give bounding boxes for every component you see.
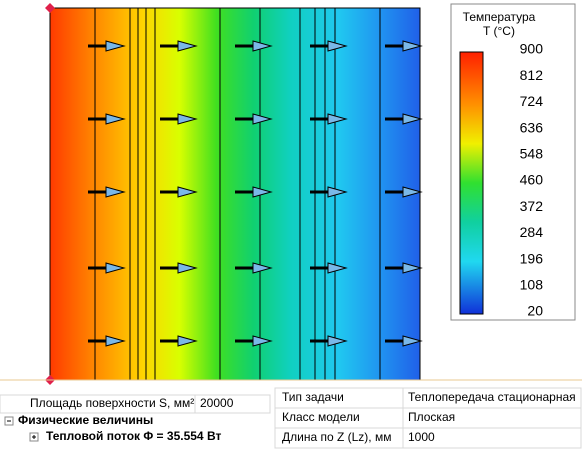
- legend-tick-label: 812: [520, 67, 544, 83]
- arrow-head: [327, 40, 348, 52]
- legend-tick-label: 724: [520, 93, 544, 109]
- legend-tick-label: 284: [520, 224, 544, 240]
- legend-subtitle: T (°C): [483, 24, 515, 38]
- arrow-head: [105, 335, 126, 347]
- arrow-head: [252, 113, 273, 125]
- legend-tick-label: 636: [520, 119, 544, 135]
- arrow-head: [177, 186, 198, 198]
- legend-tick-label: 548: [520, 146, 544, 162]
- arrow-head: [402, 113, 423, 125]
- arrow-head: [252, 186, 273, 198]
- arrow-head: [402, 40, 423, 52]
- vertex: [45, 3, 55, 13]
- arrow-head: [177, 40, 198, 52]
- legend-tick-label: 372: [520, 198, 544, 214]
- arrow-head: [402, 262, 423, 274]
- arrow-head: [327, 186, 348, 198]
- arrow-head: [252, 262, 273, 274]
- arrow-head: [105, 186, 126, 198]
- property-name: Тип задачи: [282, 390, 344, 404]
- property-value: Плоская: [408, 410, 455, 424]
- arrow-head: [327, 335, 348, 347]
- legend-tick-label: 20: [527, 303, 543, 319]
- arrow-head: [177, 113, 198, 125]
- arrow-head: [402, 335, 423, 347]
- legend-tick-label: 900: [520, 41, 544, 57]
- flux-arrows: [88, 40, 423, 347]
- arrow-head: [402, 186, 423, 198]
- color-bar: [459, 51, 484, 315]
- property-name: Площадь поверхности S, мм²: [30, 396, 194, 410]
- isolines: [94, 8, 381, 380]
- legend-tick-label: 460: [520, 172, 544, 188]
- arrow-head: [105, 113, 126, 125]
- property-name: Класс модели: [282, 410, 360, 424]
- arrow-head: [177, 335, 198, 347]
- legend: Температура T (°C) 900 812 724 636 548 460 372…: [450, 3, 576, 321]
- property-value: Теплопередача стационарная: [408, 390, 576, 404]
- legend-ticks: 900 812 724 636 548 460 372 284 196 108 20: [520, 41, 544, 319]
- right-table: Тип задачи Теплопередача стационарная Клас…: [274, 387, 582, 449]
- arrow-head: [252, 40, 273, 52]
- group-header[interactable]: Физические величины: [18, 413, 153, 427]
- cell: [402, 427, 582, 449]
- arrow-head: [252, 335, 273, 347]
- legend-tick-label: 196: [520, 250, 544, 266]
- property-value: 20000: [200, 396, 234, 410]
- property-value: 1000: [408, 430, 435, 444]
- group-item[interactable]: Тепловой поток Φ = 35.554 Вт: [46, 429, 221, 443]
- arrow-head: [105, 40, 126, 52]
- arrow-head: [105, 262, 126, 274]
- arrow-head: [327, 262, 348, 274]
- arrow-head: [327, 113, 348, 125]
- legend-title: Температура: [463, 10, 536, 24]
- arrow-head: [177, 262, 198, 274]
- left-table: Площадь поверхности S, мм² 20000 Физичес…: [0, 394, 271, 443]
- field-plot: [45, 3, 423, 385]
- legend-tick-label: 108: [520, 277, 544, 293]
- property-name: Длина по Z (Lz), мм: [282, 430, 391, 444]
